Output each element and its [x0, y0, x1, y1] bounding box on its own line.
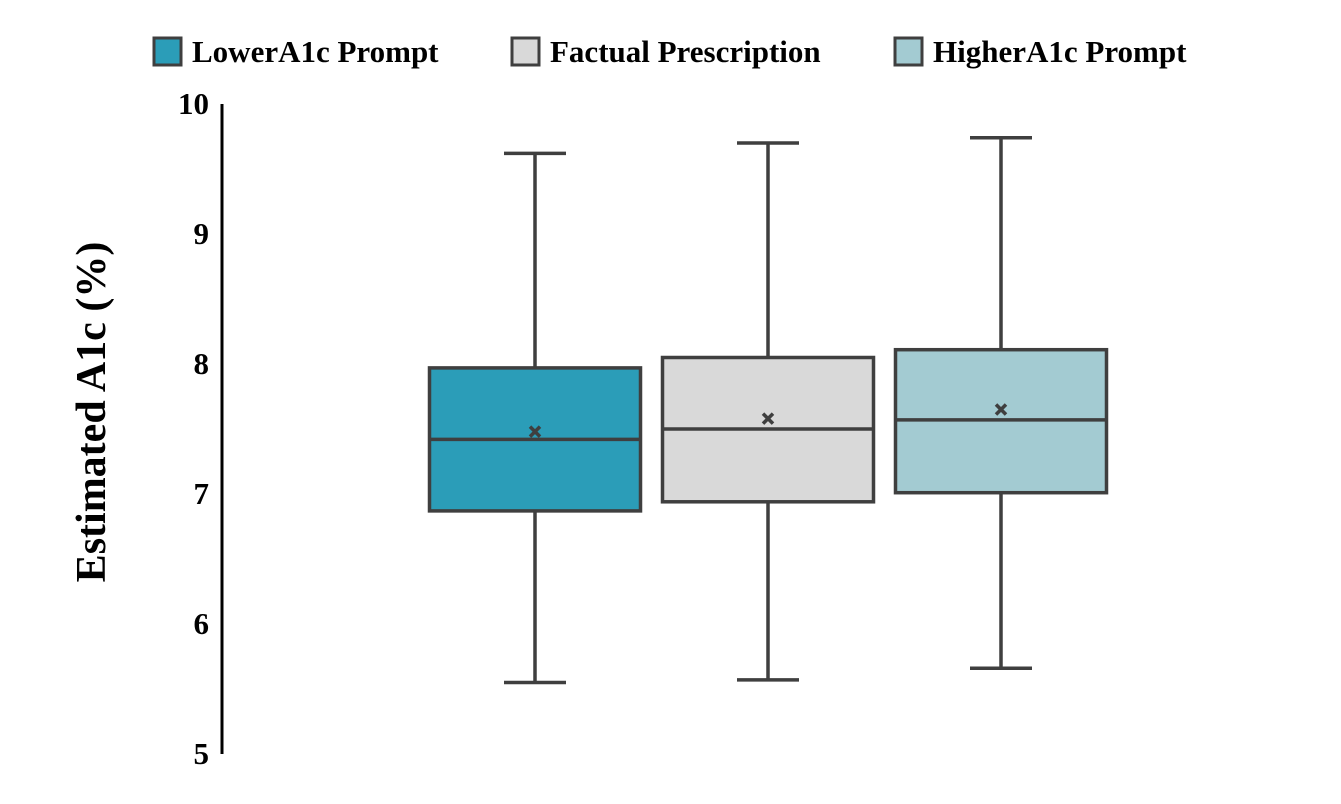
- legend-swatch: [152, 36, 183, 67]
- legend-swatch: [893, 36, 924, 67]
- mean-marker: [761, 412, 775, 425]
- box-1: [427, 151, 643, 685]
- mean-marker: [528, 425, 542, 438]
- y-axis: 5 6 7 8 9 10: [178, 86, 224, 771]
- y-tick-label: 7: [194, 476, 210, 511]
- plot-area: [427, 136, 1109, 685]
- y-tick-label: 10: [178, 86, 209, 121]
- legend: LowerA1c Prompt Factual Prescription Highe…: [152, 34, 1187, 69]
- legend-swatch: [510, 36, 541, 67]
- y-tick-label: 6: [194, 606, 210, 641]
- y-axis-label: Estimated A1c (%): [69, 242, 115, 583]
- y-tick-label: 8: [194, 346, 210, 381]
- legend-label: LowerA1c Prompt: [192, 34, 439, 69]
- box-2: [660, 141, 876, 682]
- legend-label: Factual Prescription: [550, 34, 821, 69]
- legend-label: HigherA1c Prompt: [933, 34, 1187, 69]
- mean-marker: [994, 403, 1008, 416]
- y-tick-label: 9: [194, 216, 210, 251]
- y-tick-label: 5: [194, 736, 210, 771]
- box-3: [893, 136, 1109, 670]
